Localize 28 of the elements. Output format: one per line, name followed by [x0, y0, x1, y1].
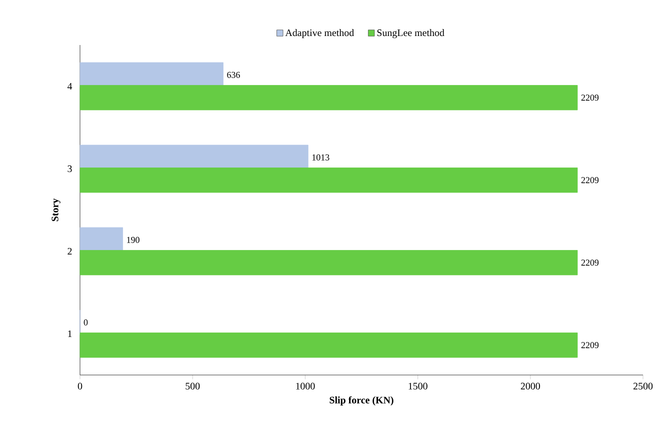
legend-label: Adaptive method [285, 29, 354, 38]
bar [80, 227, 123, 252]
legend-label: SungLee method [377, 29, 444, 38]
x-axis-title: Slip force (KN) [330, 396, 394, 406]
bar [80, 332, 578, 358]
data-label: 0 [84, 319, 88, 326]
y-tick-label: 4 [67, 82, 72, 90]
x-tick-label: 2000 [520, 382, 540, 390]
data-label: 636 [227, 72, 240, 78]
x-tick-label: 2500 [633, 382, 653, 390]
y-tick-label: 2 [68, 248, 72, 255]
bar [80, 85, 578, 110]
x-tick-label: 1500 [408, 382, 428, 390]
bar [80, 62, 224, 88]
x-tick-label: 0 [78, 382, 82, 390]
data-label: 1013 [312, 154, 330, 160]
bar [80, 168, 578, 193]
y-tick-label: 3 [68, 165, 72, 172]
data-label: 2209 [581, 342, 599, 348]
bar [80, 250, 578, 276]
data-label: 2209 [581, 177, 599, 184]
y-axis-title: Story [52, 198, 60, 222]
x-tick-label: 1000 [296, 382, 315, 390]
x-tick-label: 500 [186, 382, 200, 390]
data-label: 2209 [581, 94, 599, 101]
data-label: 2209 [581, 260, 599, 266]
y-tick-label: 1 [68, 330, 72, 338]
data-label: 190 [127, 236, 140, 243]
